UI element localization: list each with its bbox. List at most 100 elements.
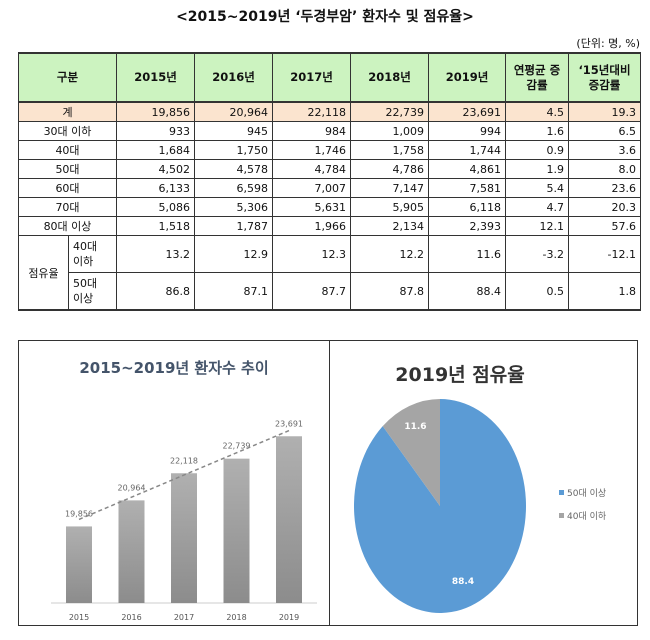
cell: 7,581 (428, 178, 506, 198)
header-cell: 연평균 증감률 (505, 52, 569, 103)
row-label: 70대 (18, 197, 117, 217)
header-cell: 2017년 (272, 52, 351, 103)
cell: 933 (116, 121, 195, 141)
cell: 5.4 (505, 178, 569, 198)
data-label: 19,856 (65, 509, 93, 518)
cell: 86.8 (116, 272, 195, 311)
table-row: 60대 6,133 6,598 7,007 7,147 7,581 5.4 23.6 (18, 178, 641, 198)
bar-chart: 2015~2019년 환자수 추이 2015 19,856 2016 20,964 201… (51, 359, 317, 622)
x-tick-label: 2016 (121, 613, 141, 622)
trendline (78, 429, 290, 521)
cell: 4,861 (428, 159, 506, 179)
cell: 5,631 (272, 197, 351, 217)
cell: 4,784 (272, 159, 351, 179)
slice-label: 88.4 (452, 577, 474, 587)
cell: 1,684 (116, 140, 195, 160)
header-cell: 2015년 (116, 52, 195, 103)
cell: 1,787 (194, 216, 273, 236)
cell: 20,964 (194, 101, 273, 122)
cell: -3.2 (505, 235, 569, 273)
cell: 19.3 (568, 101, 641, 122)
cell: 1,750 (194, 140, 273, 160)
cell: 945 (194, 121, 273, 141)
patient-table: 구분 2015년 2016년 2017년 2018년 2019년 연평균 증감률 ‘15년대비… (18, 52, 641, 311)
cell: 1,966 (272, 216, 351, 236)
cell: 1,009 (350, 121, 429, 141)
pie-slice (382, 399, 440, 506)
cell: 5,905 (350, 197, 429, 217)
cell: 23,691 (428, 101, 506, 122)
table-row: 30대 이하 933 945 984 1,009 994 1.6 6.5 (18, 121, 641, 141)
share-label: 점유율 (18, 235, 69, 311)
x-tick-label: 2018 (226, 613, 246, 622)
cell: 1,518 (116, 216, 195, 236)
cell: 1,746 (272, 140, 351, 160)
cell: 87.8 (350, 272, 429, 311)
cell: 1.8 (568, 272, 641, 311)
cell: 3.6 (568, 140, 641, 160)
row-label: 80대 이상 (18, 216, 117, 236)
cell: 6,598 (194, 178, 273, 198)
cell: 4.5 (505, 101, 569, 122)
cell: 88.4 (428, 272, 506, 311)
row-label: 40대 (18, 140, 117, 160)
cell: 6,133 (116, 178, 195, 198)
legend-label: 40대 이하 (567, 511, 607, 522)
header-cell: 2018년 (350, 52, 429, 103)
table-row: 계 19,856 20,964 22,118 22,739 23,691 4.5 19.3 (18, 101, 641, 122)
bar (276, 436, 302, 603)
cell: 23.6 (568, 178, 641, 198)
slice-label: 11.6 (404, 422, 426, 432)
bar (66, 526, 92, 603)
cell: 0.9 (505, 140, 569, 160)
cell: 6.5 (568, 121, 641, 141)
cell: 7,007 (272, 178, 351, 198)
cell: 19,856 (116, 101, 195, 122)
legend-label: 50대 이상 (567, 488, 606, 499)
chart-title: 2019년 점유율 (395, 364, 524, 386)
data-label: 22,118 (170, 456, 198, 465)
row-label: 40대 이하 (68, 235, 117, 273)
cell: 8.0 (568, 159, 641, 179)
cell: 5,086 (116, 197, 195, 217)
cell: 2,134 (350, 216, 429, 236)
page-title: <2015~2019년 ‘두경부암’ 환자수 및 점유율> (176, 9, 474, 25)
data-label: 23,691 (275, 419, 303, 428)
cell: 994 (428, 121, 506, 141)
bar (171, 473, 197, 603)
bar (118, 500, 145, 603)
legend-swatch (559, 490, 564, 495)
x-tick-label: 2015 (69, 613, 89, 622)
table-row: 점유율 40대 이하 13.2 12.9 12.3 12.2 11.6 -3.2 -12.1 (18, 235, 641, 311)
pie-chart: 2019년 점유율 88.4 50대 이상 11.6 40대 이하 (354, 364, 607, 613)
cell: 22,118 (272, 101, 351, 122)
data-label: 22,739 (223, 442, 251, 451)
cell: 4,786 (350, 159, 429, 179)
header-cell: 구분 (18, 52, 117, 103)
row-label: 계 (18, 101, 117, 122)
cell: 13.2 (116, 235, 195, 273)
cell: 1.9 (505, 159, 569, 179)
divider (329, 341, 330, 625)
cell: 1,758 (350, 140, 429, 160)
table-row: 50대 4,502 4,578 4,784 4,786 4,861 1.9 8.0 (18, 159, 641, 179)
cell: 1.6 (505, 121, 569, 141)
table-row: 80대 이상 1,518 1,787 1,966 2,134 2,393 12.1 57.6 (18, 216, 641, 236)
cell: 11.6 (428, 235, 506, 273)
cell: 12.1 (505, 216, 569, 236)
header-cell: 2019년 (428, 52, 506, 103)
row-label: 50대 이상 (68, 272, 117, 311)
cell: 4,578 (194, 159, 273, 179)
unit-note: (단위: 명, %) (576, 37, 640, 50)
cell: 20.3 (568, 197, 641, 217)
cell: 12.9 (194, 235, 273, 273)
cell: 0.5 (505, 272, 569, 311)
table-row: 50대 이상 86.8 87.1 87.7 87.8 88.4 0.5 1.8 (19, 272, 641, 311)
charts-panel: 2015~2019년 환자수 추이 2015 19,856 2016 20,964 201… (18, 340, 638, 626)
bar (223, 458, 250, 603)
row-label: 30대 이하 (18, 121, 117, 141)
cell: 6,118 (428, 197, 506, 217)
header-cell: ‘15년대비 증감률 (568, 52, 641, 103)
cell: -12.1 (568, 235, 641, 273)
x-tick-label: 2019 (279, 613, 299, 622)
